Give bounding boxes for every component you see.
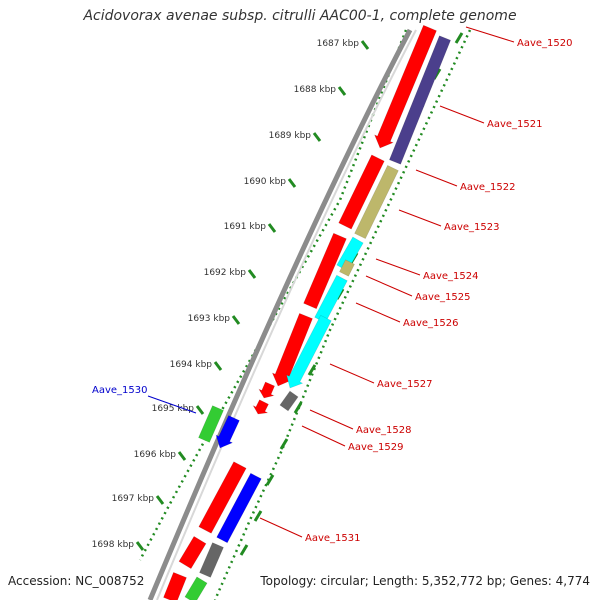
cds-forward bbox=[258, 381, 275, 399]
tick-mark bbox=[177, 451, 187, 461]
tick-mark bbox=[135, 541, 145, 551]
gene-leader-line bbox=[301, 425, 346, 447]
cds-forward bbox=[303, 232, 347, 310]
cog-function-bar bbox=[184, 576, 208, 600]
cds-forward bbox=[374, 24, 437, 149]
tick-label: 1687 kbp bbox=[317, 39, 360, 49]
tick-mark bbox=[247, 269, 257, 279]
gene-label: Aave_1520 bbox=[517, 38, 573, 49]
outer-dotted-line bbox=[138, 29, 408, 561]
cog-function-bar bbox=[199, 542, 224, 578]
gene-label: Aave_1530 bbox=[92, 385, 148, 396]
tick-mark bbox=[231, 315, 241, 325]
gene-label: Aave_1531 bbox=[305, 533, 361, 544]
tick-mark bbox=[312, 132, 322, 142]
tick-mark bbox=[155, 495, 165, 505]
cog-function-bar bbox=[389, 35, 451, 165]
gene-labels: Aave_1520 Aave_1521 Aave_1522 Aave_1523 Aave… bbox=[92, 26, 573, 544]
cog-function-bar bbox=[279, 390, 299, 412]
gene-leader-line bbox=[355, 302, 401, 323]
gene-label: Aave_1524 bbox=[423, 271, 479, 282]
gene-leader-line bbox=[147, 395, 197, 414]
cog-function-bar bbox=[286, 314, 332, 389]
tick-label: 1690 kbp bbox=[244, 177, 287, 187]
tick-label: 1695 kbp bbox=[152, 404, 195, 414]
tick-mark bbox=[337, 86, 347, 96]
gene-leader-line bbox=[465, 26, 515, 43]
tick-label: 1689 kbp bbox=[269, 131, 312, 141]
gene-label: Aave_1521 bbox=[487, 119, 543, 130]
gene-leader-line bbox=[439, 105, 485, 124]
scale-dash bbox=[293, 402, 303, 414]
inner-dotted-line bbox=[213, 29, 472, 600]
tick-label: 1692 kbp bbox=[204, 268, 247, 278]
backbone-highlight bbox=[156, 29, 417, 600]
tick-label: 1696 kbp bbox=[134, 450, 177, 460]
scale-dash bbox=[239, 544, 249, 556]
tick-label: 1688 kbp bbox=[294, 85, 337, 95]
cds-forward bbox=[178, 535, 207, 570]
tick-label: 1698 kbp bbox=[92, 540, 135, 550]
scale-dash bbox=[454, 32, 464, 44]
accession-text: Accession: NC_008752 bbox=[8, 574, 145, 588]
scale-dash bbox=[253, 510, 263, 522]
backbone-layer bbox=[147, 28, 417, 600]
scale-dash bbox=[307, 364, 317, 376]
tick-mark bbox=[195, 405, 205, 415]
gene-leader-line bbox=[415, 169, 458, 187]
map-title: Acidovorax avenae subsp. citrulli AAC00-… bbox=[83, 8, 517, 24]
cds-forward bbox=[198, 461, 247, 534]
cds-forward bbox=[252, 399, 269, 415]
cds-forward bbox=[163, 572, 187, 600]
gene-label: Aave_1528 bbox=[356, 425, 412, 436]
gene-leader-line bbox=[398, 209, 442, 227]
gene-leader-line bbox=[329, 363, 375, 384]
gene-leader-line bbox=[259, 517, 303, 538]
tick-label: 1694 kbp bbox=[170, 360, 213, 370]
gene-leader-line bbox=[309, 409, 354, 430]
gene-leader-line bbox=[365, 275, 413, 297]
cds-forward bbox=[271, 313, 313, 387]
tick-label: 1691 kbp bbox=[224, 222, 267, 232]
cds-reverse bbox=[198, 405, 224, 443]
kbp-ticks: 1687 kbp 1688 kbp 1689 kbp 1690 kbp 1691 kbp… bbox=[92, 39, 370, 551]
tick-mark bbox=[267, 223, 277, 233]
cds-reverse bbox=[215, 415, 240, 449]
cog-function-bar bbox=[354, 164, 399, 240]
tick-mark bbox=[213, 361, 223, 371]
gene-label: Aave_1523 bbox=[444, 222, 500, 233]
scale-dash bbox=[279, 438, 289, 450]
cds-forward bbox=[338, 154, 385, 230]
gene-features bbox=[163, 24, 451, 600]
gene-label: Aave_1526 bbox=[403, 318, 459, 329]
tick-label: 1697 kbp bbox=[112, 494, 155, 504]
genome-summary-text: Topology: circular; Length: 5,352,772 bp… bbox=[260, 574, 590, 588]
gene-label: Aave_1527 bbox=[377, 379, 433, 390]
gene-label: Aave_1529 bbox=[348, 442, 404, 453]
cog-function-bar bbox=[216, 472, 262, 544]
cog-function-bar bbox=[339, 259, 355, 277]
gene-leader-line bbox=[375, 258, 421, 276]
backbone-arc bbox=[147, 28, 413, 600]
tick-mark bbox=[287, 178, 297, 188]
gene-label: Aave_1525 bbox=[415, 292, 471, 303]
scale-dash bbox=[265, 474, 275, 486]
gene-label: Aave_1522 bbox=[460, 182, 516, 193]
tick-mark bbox=[360, 40, 370, 50]
tick-label: 1693 kbp bbox=[188, 314, 231, 324]
